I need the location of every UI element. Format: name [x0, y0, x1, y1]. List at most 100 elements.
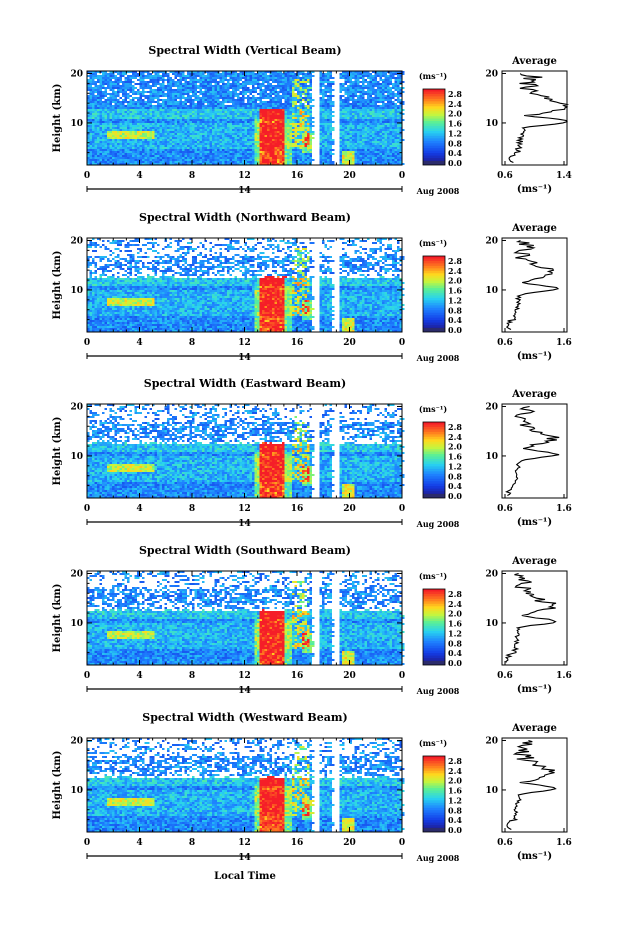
- heatmap-cell: [155, 109, 158, 111]
- heatmap-cell: [150, 81, 153, 83]
- heatmap-cell: [197, 159, 200, 161]
- heatmap-cell: [102, 123, 105, 125]
- heatmap-cell: [290, 159, 293, 161]
- heatmap-cell: [87, 99, 92, 101]
- heatmap-cell: [125, 91, 128, 93]
- heatmap-cell: [185, 113, 188, 115]
- heatmap-cell: [162, 141, 165, 143]
- heatmap-cell: [175, 143, 178, 145]
- heatmap-cell: [275, 87, 280, 89]
- heatmap-cell: [107, 139, 110, 141]
- heatmap-cell: [360, 113, 363, 115]
- heatmap-cell: [367, 109, 370, 111]
- heatmap-cell: [302, 83, 305, 85]
- heatmap-cell: [360, 143, 363, 145]
- heatmap-cell: [272, 75, 275, 77]
- heatmap-cell: [250, 139, 253, 141]
- heatmap-cell: [375, 157, 378, 159]
- heatmap-cell: [295, 89, 298, 91]
- heatmap-cell: [327, 137, 330, 139]
- heatmap-cell: [90, 111, 93, 113]
- heatmap-cell: [210, 107, 213, 109]
- heatmap-cell: [157, 137, 160, 139]
- heatmap-cell: [117, 93, 120, 95]
- heatmap-cell: [292, 105, 295, 107]
- heatmap-cell: [227, 89, 230, 91]
- heatmap-cell: [135, 137, 138, 139]
- heatmap-cell: [310, 123, 313, 125]
- heatmap-cell: [345, 141, 348, 143]
- heatmap-cell: [352, 113, 355, 115]
- heatmap-cell: [292, 127, 295, 129]
- heatmap-cell: [382, 89, 385, 91]
- heatmap-cell: [132, 119, 135, 121]
- heatmap-cell: [195, 151, 198, 153]
- heatmap-cell: [112, 135, 115, 137]
- heatmap-cell: [97, 97, 100, 99]
- heatmap-cell: [182, 137, 185, 139]
- heatmap-cell: [97, 139, 100, 141]
- heatmap-cell: [215, 129, 218, 131]
- heatmap-cell: [157, 73, 160, 75]
- heatmap-cell: [287, 161, 290, 163]
- heatmap-cell: [372, 139, 375, 141]
- heatmap-cell: [377, 137, 380, 139]
- heatmap-cell: [165, 155, 168, 157]
- heatmap-cell: [350, 113, 353, 115]
- heatmap-cell: [197, 73, 200, 75]
- heatmap-cell: [190, 101, 193, 103]
- heatmap-cell: [357, 77, 360, 79]
- heatmap-cell: [167, 75, 170, 77]
- heatmap-cell: [237, 115, 240, 117]
- heatmap-cell: [230, 95, 233, 97]
- heatmap-cell: [160, 121, 163, 123]
- heatmap-cell: [310, 119, 313, 121]
- heatmap-cell: [202, 151, 205, 153]
- heatmap-cell: [282, 109, 285, 111]
- heatmap-cell: [270, 109, 273, 111]
- heatmap-cell: [262, 129, 265, 131]
- heatmap-cell: [297, 133, 300, 135]
- heatmap-cell: [370, 119, 373, 121]
- heatmap-cell: [187, 157, 190, 159]
- heatmap-cell: [102, 97, 105, 99]
- heatmap-cell: [280, 133, 283, 135]
- heatmap-cell: [197, 97, 202, 99]
- heatmap-cell: [360, 121, 363, 123]
- heatmap-cell: [145, 87, 150, 89]
- heatmap-cell: [150, 97, 155, 99]
- heatmap-cell: [355, 145, 358, 147]
- heatmap-cell: [345, 113, 348, 115]
- heatmap-cell: [292, 107, 295, 109]
- heatmap-cell: [265, 119, 268, 121]
- heatmap-cell: [117, 103, 120, 105]
- heatmap-cell: [247, 145, 250, 147]
- heatmap-cell: [162, 139, 165, 141]
- heatmap-cell: [255, 77, 260, 79]
- heatmap-cell: [265, 159, 268, 161]
- heatmap-cell: [205, 117, 208, 119]
- heatmap-cell: [137, 117, 140, 119]
- heatmap-cell: [282, 141, 285, 143]
- heatmap-cell: [377, 143, 380, 145]
- heatmap-cell: [187, 87, 190, 89]
- heatmap-cell: [190, 139, 193, 141]
- heatmap-cell: [287, 149, 290, 151]
- heatmap-cell: [295, 95, 298, 97]
- heatmap-cell: [347, 97, 350, 99]
- heatmap-cell: [260, 79, 263, 81]
- heatmap-cell: [122, 141, 125, 143]
- heatmap-cell: [235, 123, 238, 125]
- heatmap-cell: [117, 151, 120, 153]
- heatmap-cell: [235, 121, 238, 123]
- heatmap-cell: [120, 145, 123, 147]
- heatmap-cell: [302, 149, 305, 151]
- heatmap-cell: [275, 149, 278, 151]
- heatmap-cell: [135, 117, 138, 119]
- heatmap-cell: [120, 97, 123, 99]
- heatmap-cell: [225, 83, 228, 85]
- heatmap-cell: [137, 119, 140, 121]
- heatmap-cell: [210, 145, 213, 147]
- heatmap-cell: [215, 149, 218, 151]
- heatmap-cell: [382, 99, 385, 101]
